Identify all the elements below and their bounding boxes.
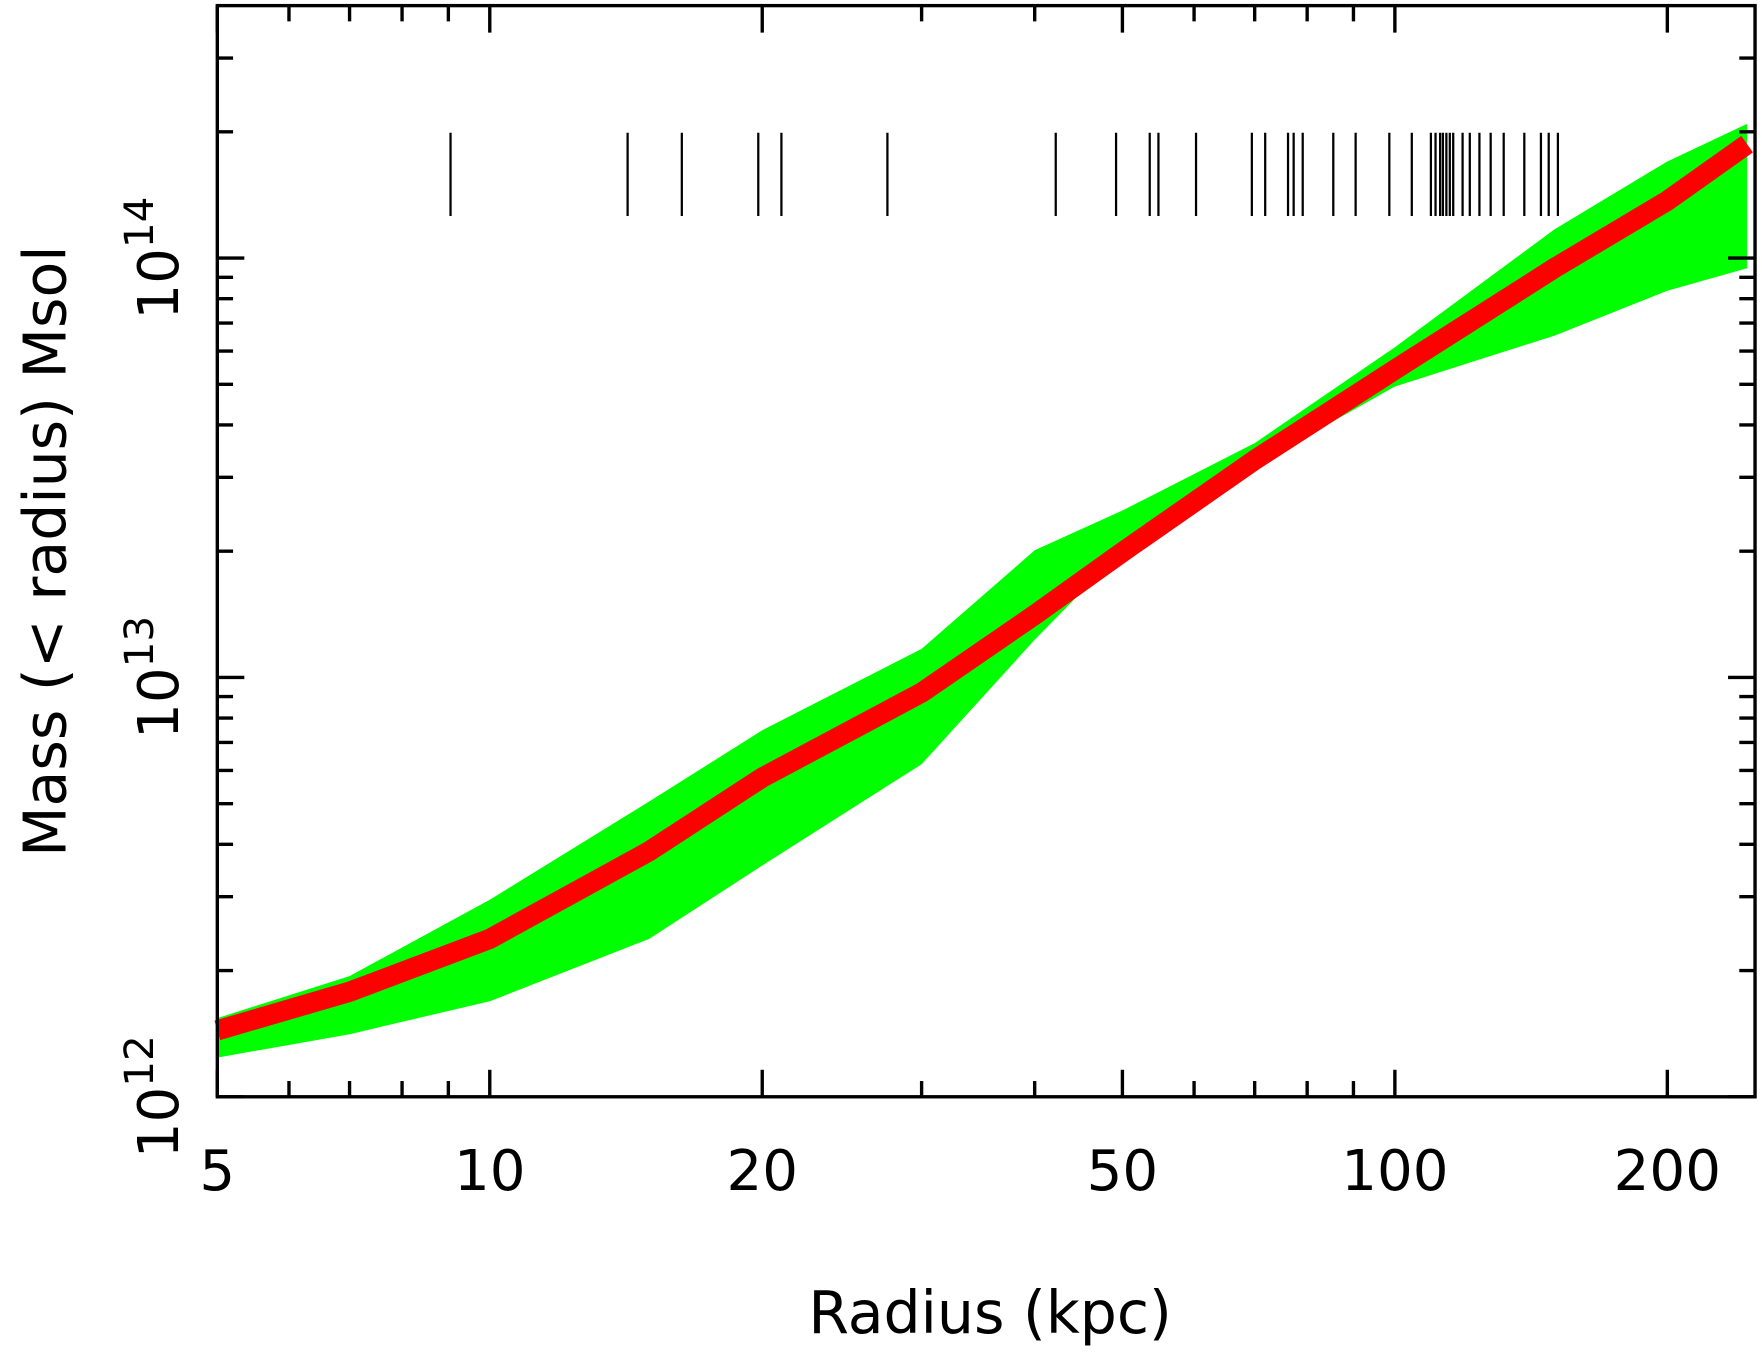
- x-axis-label: Radius (kpc): [808, 1279, 1171, 1347]
- y-tick-base: 10: [127, 1087, 192, 1159]
- y-tick-label: 1014: [115, 197, 192, 320]
- y-tick-exponent: 12: [115, 1035, 163, 1087]
- y-tick-exponent: 13: [115, 616, 163, 668]
- x-tick-label: 10: [454, 1139, 526, 1204]
- x-tick-label: 20: [726, 1139, 798, 1204]
- median-line: [214, 135, 1753, 1041]
- y-tick-label: 1013: [115, 616, 192, 739]
- x-tick-label: 200: [1614, 1139, 1721, 1204]
- y-tick-base: 10: [127, 667, 192, 739]
- x-tick-label: 50: [1087, 1139, 1159, 1204]
- y-axis-label: Mass (< radius) Msol: [11, 245, 79, 856]
- x-tick-label: 5: [199, 1139, 235, 1204]
- y-tick-base: 10: [127, 248, 192, 320]
- confidence-band: [217, 123, 1748, 1058]
- x-tick-label: 100: [1341, 1139, 1448, 1204]
- y-tick-exponent: 14: [115, 197, 163, 249]
- y-tick-label: 1012: [115, 1035, 192, 1158]
